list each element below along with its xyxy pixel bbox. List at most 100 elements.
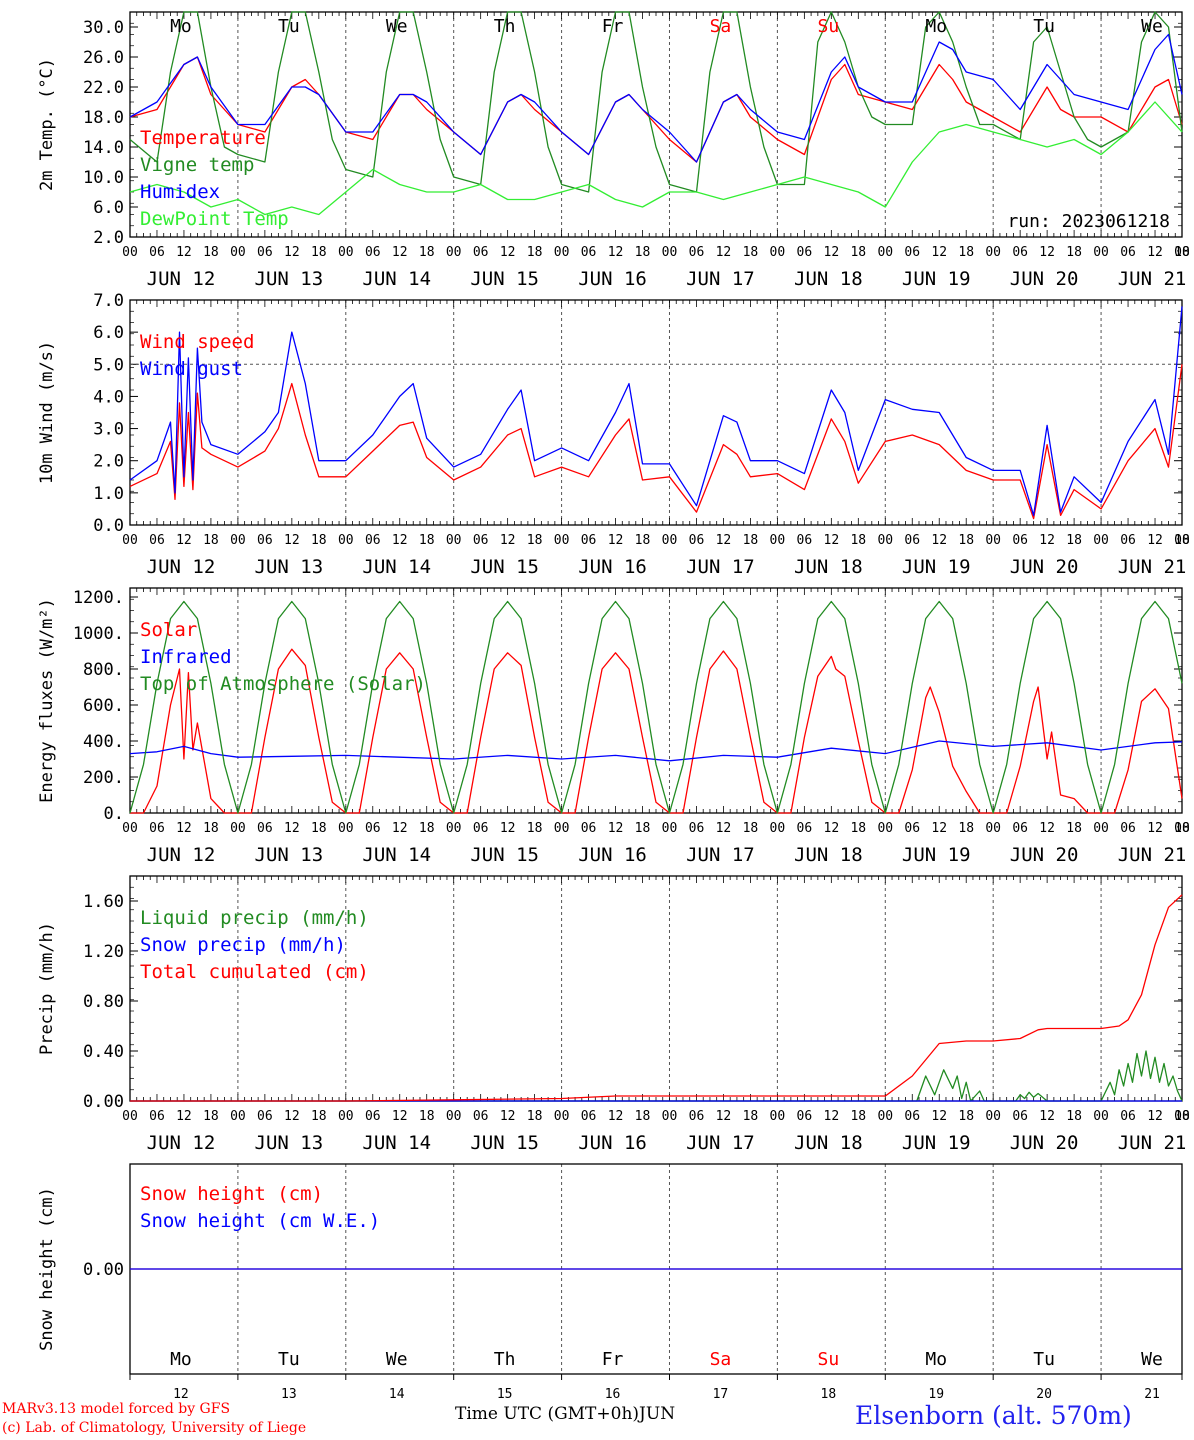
legend-entry: Snow precip (mm/h) [140,934,346,956]
day-number-label: 13 [281,1387,297,1402]
hour-label: 12 [392,1109,408,1124]
hour-label: 12 [824,533,840,548]
weekday-label: Sa [710,1349,732,1370]
y-tick-label: 0. [104,804,124,824]
legend-entry: Liquid precip (mm/h) [140,907,369,929]
y-tick-label: 400. [83,732,124,752]
hour-label: 18 [527,245,543,260]
hour-label: 00 [1174,1109,1190,1124]
date-label: JUN 13 [255,556,324,578]
hour-label: 06 [1012,245,1028,260]
y-tick-label: 1200. [73,588,124,608]
weekday-label: Sa [710,16,732,37]
hour-label: 18 [1066,533,1082,548]
series-line [129,306,1183,517]
hour-label: 18 [203,821,219,836]
hour-label: 18 [311,821,327,836]
hour-label: 00 [554,1109,570,1124]
y-tick-label: 6.0 [93,323,124,343]
hour-label: 18 [743,1109,759,1124]
hour-label: 18 [1174,1109,1190,1124]
hour-label: 00 [446,533,462,548]
hour-label: 06 [149,533,165,548]
date-label: JUN 16 [578,844,647,866]
hour-label: 00 [122,245,138,260]
hour-label: 00 [122,821,138,836]
hour-label: 18 [958,533,974,548]
hour-label: 00 [338,533,354,548]
hour-label: 00 [662,245,678,260]
hour-label: 06 [1012,533,1028,548]
hour-label: 00 [770,533,786,548]
date-label: JUN 16 [578,268,647,290]
weekday-label: Tu [278,1349,300,1370]
hour-label: 12 [1039,533,1055,548]
hour-label: 18 [203,1109,219,1124]
y-axis-label: Precip (mm/h) [37,922,57,1055]
time-axis-title: Time UTC (GMT+0h)JUN [455,1404,675,1424]
weekday-label: Tu [278,16,300,37]
date-label: JUN 14 [362,556,431,578]
weekday-label: Fr [602,16,624,37]
hour-label: 00 [877,245,893,260]
date-label: JUN 19 [902,1132,971,1154]
hour-label: 12 [176,245,192,260]
hour-label: 18 [311,245,327,260]
date-label: JUN 14 [362,844,431,866]
hour-label: 18 [958,821,974,836]
hour-label: 00 [446,1109,462,1124]
date-label: JUN 19 [902,556,971,578]
hour-label: 00 [985,245,1001,260]
date-label: JUN 16 [578,1132,647,1154]
hour-label: 06 [473,821,489,836]
hour-label: 00 [1093,533,1109,548]
y-tick-label: 200. [83,768,124,788]
legend-entry: Wind speed [140,331,254,353]
hour-label: 18 [527,533,543,548]
weekday-label: Mo [925,16,947,37]
legend-entry: Snow height (cm) [140,1183,323,1205]
hour-label: 12 [1039,245,1055,260]
weekday-label: Mo [170,16,192,37]
hour-label: 00 [230,1109,246,1124]
hour-label: 12 [608,1109,624,1124]
hour-label: 06 [581,821,597,836]
hour-label: 18 [635,533,651,548]
hour-label: 18 [419,533,435,548]
hour-label: 12 [608,821,624,836]
hour-label: 00 [122,1109,138,1124]
hour-label: 12 [284,245,300,260]
hour-label: 06 [689,821,705,836]
date-label: JUN 21 [1118,556,1187,578]
hour-label: 06 [904,245,920,260]
station-name: Elsenborn (alt. 570m) [855,1401,1132,1430]
hour-label: 12 [500,1109,516,1124]
series-line [129,11,1183,193]
hour-label: 06 [257,533,273,548]
hour-label: 06 [257,1109,273,1124]
y-tick-label: 0.00 [83,1260,124,1280]
hour-label: 06 [1120,821,1136,836]
hour-label: 12 [284,1109,300,1124]
series-line [129,364,1183,520]
hour-label: 12 [392,533,408,548]
date-label: JUN 15 [470,1132,539,1154]
hour-label: 06 [581,533,597,548]
hour-label: 00 [122,533,138,548]
date-label: JUN 13 [255,1132,324,1154]
hour-label: 12 [284,821,300,836]
y-tick-label: 6.0 [93,198,124,218]
hour-label: 18 [635,1109,651,1124]
hour-label: 12 [500,533,516,548]
hour-label: 06 [581,245,597,260]
hour-label: 06 [1012,821,1028,836]
date-label: JUN 21 [1118,1132,1187,1154]
y-axis-label: Snow height (cm) [37,1187,57,1351]
hour-label: 18 [635,821,651,836]
hour-label: 18 [419,245,435,260]
hour-label: 00 [230,533,246,548]
y-tick-label: 0.00 [83,1092,124,1112]
date-label: JUN 14 [362,1132,431,1154]
hour-label: 12 [931,1109,947,1124]
hour-label: 12 [176,533,192,548]
